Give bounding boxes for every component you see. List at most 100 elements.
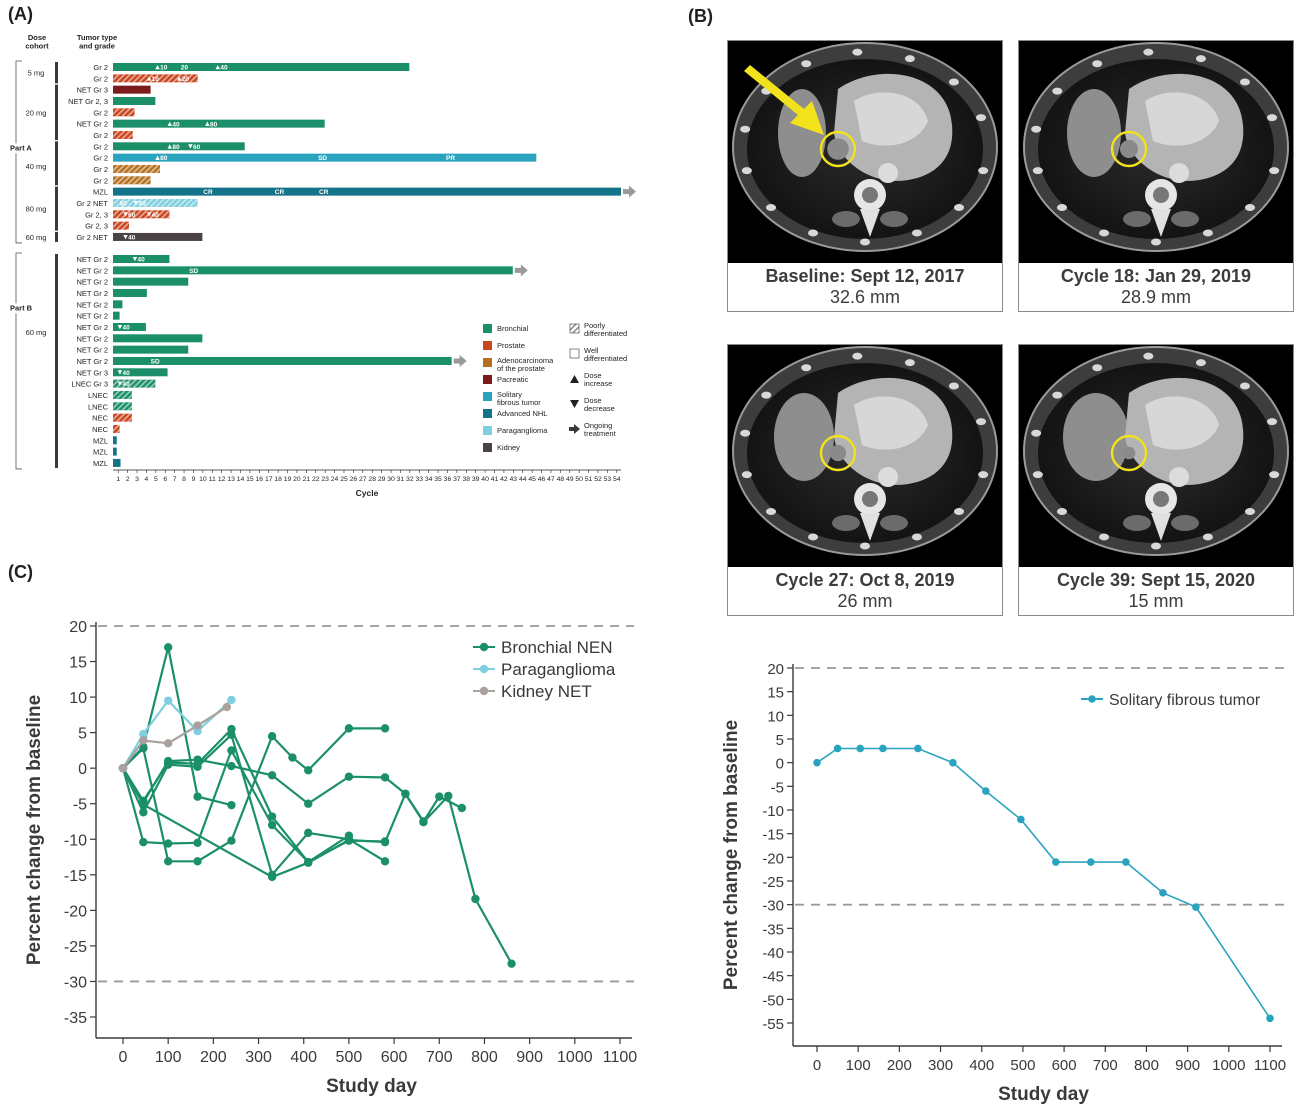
dose-increase-marker xyxy=(205,121,210,126)
x-tick-label: 800 xyxy=(1134,1057,1159,1074)
bar-annotation: 40 xyxy=(138,257,146,264)
dose-increase-marker xyxy=(155,65,160,70)
x-tick-label: 32 xyxy=(406,476,414,483)
column-header: Dose cohort xyxy=(25,33,49,51)
ct-scan-measurement: 15 mm xyxy=(1128,591,1184,611)
data-point xyxy=(949,758,957,767)
cohort-bar xyxy=(55,254,58,468)
bar-annotation: 20 xyxy=(182,76,190,83)
cohort-bar xyxy=(55,141,58,186)
ct-muscle xyxy=(832,515,860,531)
x-tick-label: 700 xyxy=(1093,1057,1118,1074)
swim-bar xyxy=(113,300,123,309)
swim-bar-hatch xyxy=(113,176,151,185)
x-tick-label: 300 xyxy=(928,1057,953,1074)
row-label: NET Gr 2 xyxy=(76,266,108,275)
dose-increase-marker xyxy=(176,76,182,81)
data-point xyxy=(227,836,236,845)
ct-rib xyxy=(765,508,776,516)
swim-bar-hatch xyxy=(113,198,198,207)
row-label: NET Gr 2 xyxy=(76,312,108,321)
swim-bar xyxy=(113,356,452,365)
row-label: LNEC Gr 3 xyxy=(71,380,108,389)
x-tick-label: 34 xyxy=(425,476,433,483)
ct-scan-measurement: 26 mm xyxy=(837,591,893,611)
x-tick-label: 0 xyxy=(119,1049,128,1066)
arrow-icon xyxy=(569,424,580,434)
y-tick-label: -15 xyxy=(64,868,87,885)
dose-increase-marker xyxy=(215,65,220,70)
data-point xyxy=(380,837,390,847)
legend-symbol-label: Poorly differentiated xyxy=(584,321,627,338)
swim-bar xyxy=(113,232,203,241)
data-point xyxy=(304,858,313,867)
x-tick-label: 49 xyxy=(566,476,574,483)
x-tick-label: 38 xyxy=(462,476,470,483)
ct-rib xyxy=(1099,229,1110,237)
data-point xyxy=(163,857,173,866)
ct-rib xyxy=(1269,167,1280,175)
x-tick-label: 6 xyxy=(163,476,167,483)
row-label: MZL xyxy=(93,459,108,468)
x-tick-label: 35 xyxy=(434,476,442,483)
dose-increase-marker xyxy=(167,144,172,149)
data-point xyxy=(227,695,236,705)
ct-scan-measurement: 32.6 mm xyxy=(829,287,901,307)
ct-scan-measurement: 28.9 mm xyxy=(1120,287,1192,307)
data-point xyxy=(344,772,354,781)
cohort-label: 20 mg xyxy=(26,108,47,117)
x-tick-label: 39 xyxy=(472,476,480,483)
swim-bar-hatch xyxy=(113,402,132,411)
bar-annotation: 60 xyxy=(120,201,128,208)
x-tick-label: 0 xyxy=(813,1057,821,1074)
cohort-bar xyxy=(55,84,58,140)
line-chart-c: 20 15 10 5 0 -5 -10 -15 -20 -25 -30 -35 0 100 200 300 40… xyxy=(24,619,637,1097)
ct-vertebra-core xyxy=(1153,187,1169,203)
ct-rib xyxy=(1202,229,1213,237)
ct-rib xyxy=(761,391,772,399)
swim-bar xyxy=(113,255,170,263)
data-point xyxy=(419,818,428,827)
row-label: NET Gr 2, 3 xyxy=(68,97,108,106)
series-line-kidney_line xyxy=(122,706,228,769)
row-label: NET Gr 2 xyxy=(76,278,108,287)
ct-rib xyxy=(1143,48,1154,56)
ct-rib xyxy=(1056,508,1067,516)
data-point xyxy=(139,808,148,817)
data-point xyxy=(227,724,236,734)
y-axis-title: Percent change from baseline xyxy=(721,720,742,990)
ct-lesion xyxy=(829,444,847,462)
data-point xyxy=(193,759,202,769)
ct-rib xyxy=(740,429,751,437)
bar-annotation: PR xyxy=(446,155,455,162)
swim-bar xyxy=(113,266,513,275)
dose-decrease-marker xyxy=(133,200,139,206)
dose-decrease-marker xyxy=(123,234,128,240)
ct-body xyxy=(732,346,998,556)
ct-rib xyxy=(976,114,987,122)
swimmer-plot: Dose cohort Tumor type and grade Part A 5 mg 2… xyxy=(6,33,636,498)
x-tick-label: 22 xyxy=(312,476,320,483)
x-tick-label: 29 xyxy=(378,476,386,483)
data-point xyxy=(163,758,173,767)
legend-marker xyxy=(479,686,489,696)
row-label: MZL xyxy=(93,188,108,197)
ct-rib xyxy=(1032,167,1043,175)
x-tick-label: 800 xyxy=(471,1049,498,1066)
x-tick-label: 27 xyxy=(359,476,367,483)
ct-rib xyxy=(1245,508,1256,516)
legend-swatch xyxy=(483,358,492,367)
ct-rib xyxy=(1143,352,1154,360)
legend-label: Adenocarcinoma of the prostate xyxy=(497,356,554,373)
dose-decrease-marker xyxy=(117,370,123,375)
ct-rib xyxy=(1151,542,1161,550)
data-point xyxy=(344,724,354,733)
y-tick-label: 10 xyxy=(69,690,87,707)
legend-swatch xyxy=(483,375,492,384)
group-label: Part A xyxy=(10,143,32,152)
down-triangle-icon xyxy=(570,400,579,408)
ct-rib xyxy=(978,471,989,479)
dose-increase-marker xyxy=(146,76,152,81)
row-label: Gr 2 xyxy=(93,154,108,163)
y-tick-label: -25 xyxy=(64,939,87,956)
